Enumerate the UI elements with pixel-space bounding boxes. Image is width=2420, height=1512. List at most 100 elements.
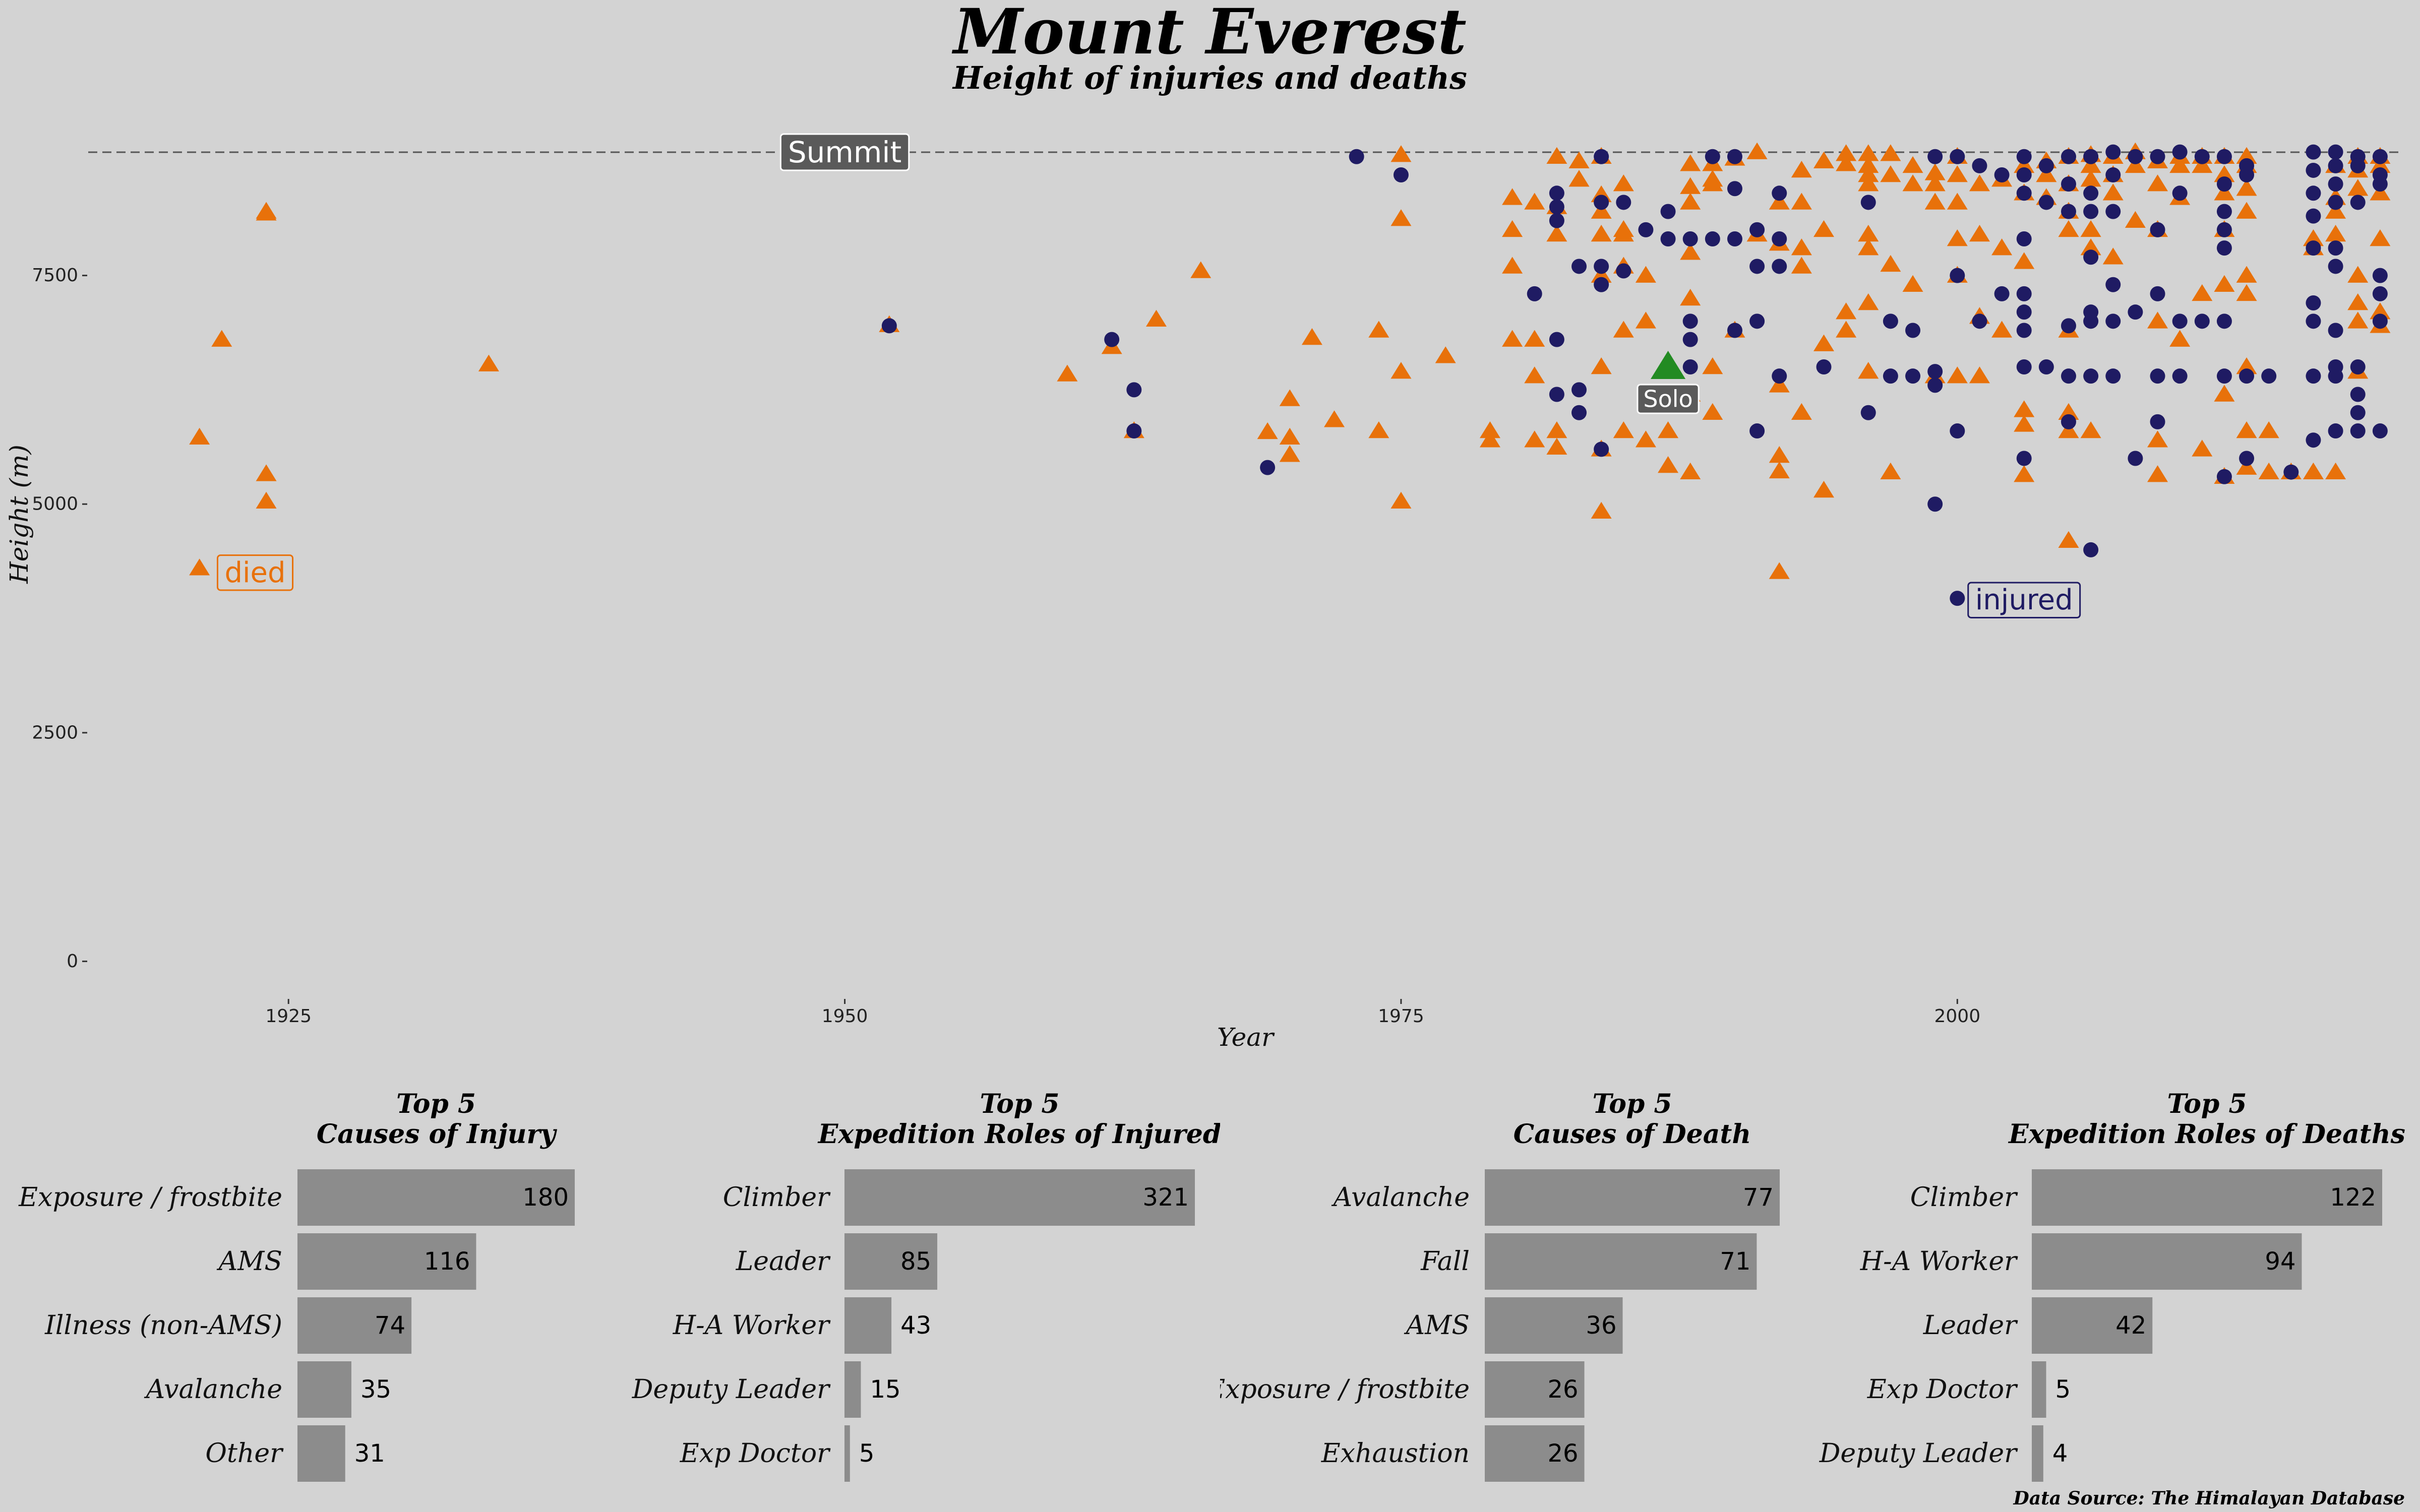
bar-category-label: Exhaustion <box>1321 1438 1470 1469</box>
point-died <box>1858 293 1879 310</box>
point-died <box>2325 224 2346 242</box>
point-injured <box>2372 268 2388 283</box>
point-injured <box>2172 185 2188 201</box>
point-injured <box>2016 451 2032 466</box>
x-axis-title: Year <box>1217 1023 1275 1052</box>
point-died <box>1702 174 1723 192</box>
point-injured <box>1571 382 1587 398</box>
point-injured <box>1549 387 1564 402</box>
point-injured <box>1126 423 1142 439</box>
summit-label: Summit <box>779 133 910 171</box>
point-injured <box>1705 231 1720 247</box>
point-injured <box>1571 259 1587 274</box>
point-injured <box>2239 451 2255 466</box>
point-injured <box>2016 323 2032 338</box>
point-died <box>2014 415 2035 432</box>
point-injured <box>2038 195 2054 210</box>
point-died <box>1301 328 1322 345</box>
point-injured <box>1883 368 1898 384</box>
point-injured <box>881 318 897 334</box>
point-died <box>2058 220 2079 237</box>
point-injured <box>1616 263 1631 279</box>
point-injured <box>1549 199 1564 215</box>
point-injured <box>2306 208 2321 224</box>
point-injured <box>1772 259 1787 274</box>
point-injured <box>1594 149 1609 164</box>
point-died <box>1257 422 1278 439</box>
point-injured <box>2083 249 2099 265</box>
point-injured <box>2328 240 2343 256</box>
point-died <box>1858 165 1879 182</box>
point-injured <box>2150 286 2165 301</box>
point-injured <box>1927 377 1943 393</box>
point-injured <box>2328 144 2343 160</box>
point-injured <box>1549 332 1564 347</box>
point-died <box>1947 193 1968 210</box>
point-died <box>1524 330 1545 347</box>
point-died <box>1969 174 1990 192</box>
bar <box>297 1233 476 1290</box>
point-injured <box>1682 359 1698 375</box>
point-died <box>2014 400 2035 417</box>
point-died <box>1057 364 1078 382</box>
point-died <box>1813 480 1835 498</box>
point-died <box>1924 163 1946 180</box>
point-died <box>1613 421 1634 438</box>
point-died <box>1791 160 1812 178</box>
point-injured <box>2216 469 2232 484</box>
point-died <box>478 354 499 371</box>
point-injured <box>1527 286 1542 301</box>
point-injured <box>1682 313 1698 329</box>
point-injured <box>2350 387 2366 402</box>
point-died <box>1145 309 1167 327</box>
point-died <box>1902 275 1923 292</box>
point-injured <box>1994 286 2010 301</box>
point-injured <box>2083 185 2099 201</box>
point-died <box>1836 321 1857 338</box>
point-injured <box>1860 195 1876 210</box>
point-died <box>1390 491 1412 509</box>
point-died <box>1613 224 1634 242</box>
bar-value-label: 4 <box>2052 1439 2068 1468</box>
point-died <box>1991 238 2013 256</box>
point-died <box>2347 293 2369 310</box>
point-died <box>2102 247 2124 265</box>
point-died <box>2370 156 2391 173</box>
point-injured <box>2216 149 2232 164</box>
point-died <box>1368 421 1389 438</box>
point-died <box>2192 439 2213 457</box>
point-died <box>256 491 277 509</box>
point-died <box>2014 156 2035 173</box>
bar <box>844 1361 861 1418</box>
bar-title-bottom: Causes of Injury <box>317 1119 558 1150</box>
point-injured <box>1549 185 1564 201</box>
point-injured <box>2328 259 2343 274</box>
point-died <box>1791 193 1812 210</box>
point-injured <box>2061 414 2076 429</box>
point-injured <box>2216 240 2232 256</box>
point-injured <box>2306 295 2321 311</box>
point-died <box>1546 437 1567 455</box>
point-injured <box>1816 359 1832 375</box>
point-died <box>1769 446 1790 463</box>
point-injured <box>2328 368 2343 384</box>
point-injured <box>1994 167 2010 183</box>
point-injured <box>2016 149 2032 164</box>
bar-panel-injured-roles: Top 5 Expedition Roles of Injured Climber 3… <box>590 1084 1220 1512</box>
point-injured <box>1749 313 1765 329</box>
solo-label-box <box>1637 384 1700 414</box>
point-injured <box>1883 313 1898 329</box>
point-died <box>1591 501 1612 519</box>
point-injured <box>2172 144 2188 160</box>
point-injured <box>2038 359 2054 375</box>
point-injured <box>2016 167 2032 183</box>
point-died <box>1858 144 1879 161</box>
bar <box>844 1297 892 1354</box>
point-injured <box>2328 423 2343 439</box>
point-died <box>1991 321 2013 338</box>
point-injured <box>2194 149 2210 164</box>
point-died <box>2303 229 2324 246</box>
bar-value-label: 5 <box>859 1439 875 1468</box>
point-died <box>2370 302 2391 320</box>
